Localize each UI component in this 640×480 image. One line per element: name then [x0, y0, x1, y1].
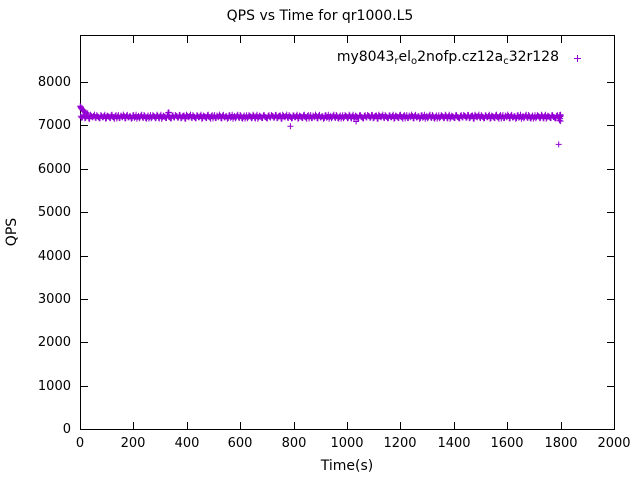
- x-tick-label: 1200: [383, 436, 416, 451]
- x-tick-label: 400: [175, 436, 200, 451]
- chart-title: QPS vs Time for qr1000.L5: [226, 8, 414, 24]
- x-axis-label: Time(s): [320, 458, 374, 474]
- y-tick-label: 7000: [38, 118, 71, 133]
- y-tick-label: 6000: [38, 162, 71, 177]
- y-tick-label: 5000: [38, 205, 71, 220]
- y-tick-label: 2000: [38, 335, 71, 350]
- axis-border: [80, 35, 615, 430]
- x-tick-label: 2000: [597, 436, 630, 451]
- legend-marker-icon: [574, 54, 581, 62]
- axis-ticks: [80, 36, 615, 430]
- x-tick-label: 1800: [544, 436, 577, 451]
- series-points: [77, 103, 564, 148]
- x-tick-label: 800: [282, 436, 307, 451]
- x-tick-label: 0: [76, 436, 84, 451]
- x-tick-label: 1400: [437, 436, 470, 451]
- x-tick-label: 1600: [490, 436, 523, 451]
- y-tick-label: 3000: [38, 292, 71, 307]
- legend: my8043relo2nofp.cz12ac32r128: [337, 49, 584, 67]
- y-tick-label: 0: [63, 422, 71, 437]
- x-tick-label: 1000: [330, 436, 363, 451]
- x-tick-label: 600: [228, 436, 253, 451]
- y-tick-label: 8000: [38, 75, 71, 90]
- x-tick-label: 200: [121, 436, 146, 451]
- legend-label: my8043relo2nofp.cz12ac32r128: [336, 49, 559, 67]
- y-tick-label: 4000: [38, 249, 71, 264]
- y-tick-label: 1000: [38, 379, 71, 394]
